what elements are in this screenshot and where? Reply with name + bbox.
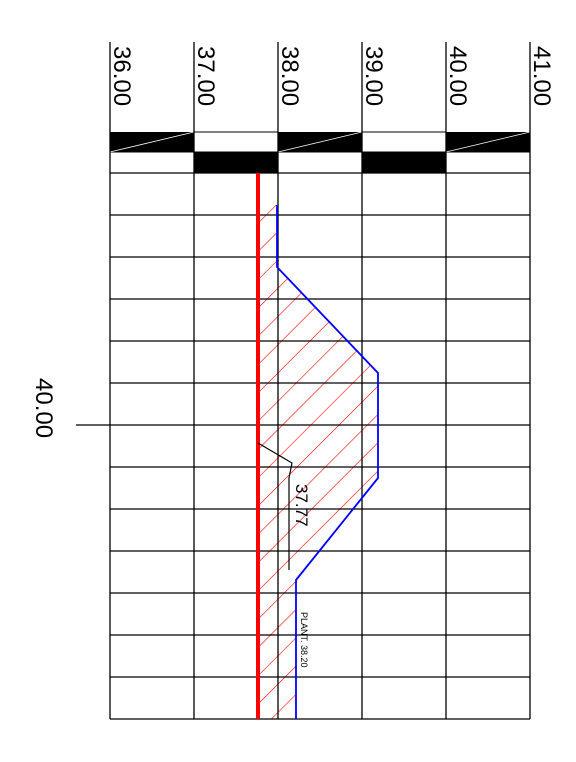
grid <box>76 42 531 720</box>
scale-bar-block <box>277 151 363 174</box>
axis-label: 39.00 <box>360 46 387 106</box>
scale-bar-block <box>109 151 195 174</box>
scale-bar <box>109 131 531 174</box>
axis-label: 40.00 <box>444 46 471 106</box>
axis-label: 38.00 <box>276 46 303 106</box>
axis-label: 36.00 <box>108 46 135 106</box>
level-annotation: 37.77 <box>292 484 311 527</box>
station-label: 40.00 <box>30 378 57 438</box>
plant-label: PLANT. 38.20 <box>299 612 309 668</box>
hatched-fill-area <box>258 205 378 719</box>
level-marker <box>257 442 293 570</box>
axis-label: 37.00 <box>192 46 219 106</box>
scale-bar-block <box>194 152 278 173</box>
terrain-profile <box>276 205 379 719</box>
scale-bar-block <box>362 152 446 173</box>
axis-label: 41.00 <box>528 46 555 106</box>
axis-labels: 36.00 37.00 38.00 39.00 40.00 41.00 <box>108 46 555 106</box>
scale-bar-block <box>361 131 447 153</box>
scale-bar-block <box>193 131 279 153</box>
scale-bar-block <box>445 151 531 174</box>
